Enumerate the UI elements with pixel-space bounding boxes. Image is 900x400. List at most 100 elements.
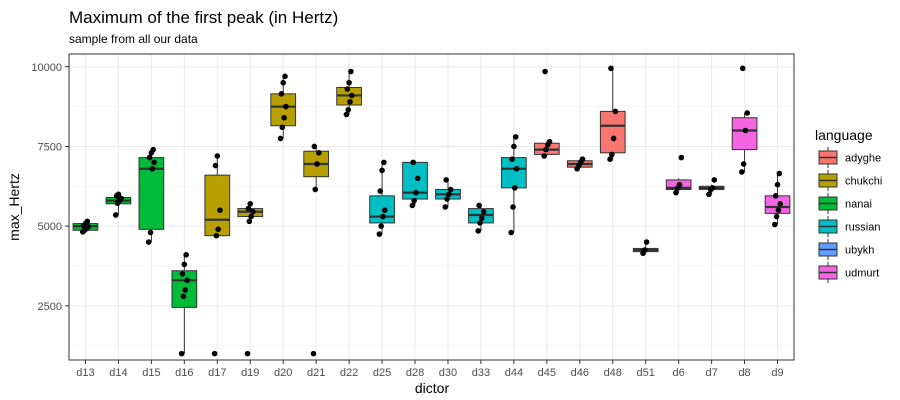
data-point — [642, 247, 648, 253]
x-tick-label: d20 — [274, 367, 292, 379]
x-axis-label: dictor — [415, 380, 450, 396]
grid-lines — [69, 54, 794, 360]
x-tick-label: d51 — [637, 367, 655, 379]
data-point — [773, 213, 780, 220]
x-tick-label: d33 — [472, 367, 490, 379]
x-tick-label: d44 — [505, 367, 523, 379]
x-tick-label: d30 — [439, 367, 457, 379]
chart-title: Maximum of the first peak (in Hertz) — [69, 8, 338, 27]
box-d21 — [303, 143, 330, 357]
data-point — [183, 252, 189, 258]
data-point — [213, 232, 220, 239]
data-point — [279, 124, 286, 131]
box-d19 — [237, 201, 264, 357]
data-point — [345, 106, 352, 113]
data-point — [150, 146, 156, 153]
data-point — [283, 103, 289, 110]
data-point — [115, 191, 122, 198]
data-point — [512, 134, 519, 140]
y-tick-label: 5000 — [38, 221, 62, 233]
x-tick-label: d19 — [241, 367, 259, 379]
data-point — [278, 91, 285, 97]
data-point — [147, 229, 154, 236]
box-d25 — [369, 159, 395, 237]
data-point — [182, 287, 189, 293]
data-point — [510, 204, 516, 210]
x-tick-label: d14 — [109, 367, 127, 379]
data-point — [709, 185, 716, 191]
data-point — [446, 191, 452, 198]
data-point — [145, 239, 152, 245]
data-point — [280, 79, 287, 86]
box-d8 — [731, 65, 758, 175]
box-d48 — [599, 65, 626, 162]
box-d9 — [764, 170, 791, 228]
x-tick-label: d8 — [738, 367, 750, 379]
x-tick-label: d46 — [571, 367, 589, 379]
data-point — [609, 151, 615, 158]
box-body — [204, 174, 231, 237]
data-point — [607, 156, 613, 162]
data-point — [513, 165, 520, 172]
data-point — [282, 73, 288, 80]
data-point — [742, 127, 749, 134]
data-point — [509, 156, 515, 162]
data-point — [380, 213, 386, 220]
x-tick-label: d9 — [771, 367, 783, 379]
data-point — [480, 208, 487, 215]
box-d15 — [138, 146, 165, 245]
legend-label: nanai — [845, 199, 872, 211]
data-point — [678, 154, 685, 161]
data-point — [348, 68, 354, 75]
data-point — [250, 208, 256, 215]
legend-item-ubykh: ubykh — [818, 239, 874, 260]
data-point — [310, 350, 317, 357]
data-point — [214, 153, 221, 159]
data-point — [541, 153, 547, 159]
x-tick-label: d13 — [76, 367, 94, 379]
data-point — [776, 170, 783, 177]
data-point — [180, 293, 187, 300]
data-point — [211, 350, 218, 357]
legend-label: russian — [845, 222, 880, 234]
data-point — [212, 162, 219, 169]
data-point — [377, 188, 384, 194]
data-point — [343, 111, 350, 118]
data-point — [673, 189, 679, 196]
box-d20 — [270, 73, 297, 142]
box-d17 — [204, 153, 231, 357]
panel-border — [68, 53, 795, 361]
data-point — [244, 350, 251, 357]
box-body — [599, 110, 626, 154]
panel-background — [69, 54, 794, 360]
y-tick-label: 2500 — [38, 301, 62, 313]
data-point — [311, 143, 318, 150]
chart-subtitle: sample from all our data — [69, 32, 198, 46]
data-point — [112, 212, 119, 218]
data-point — [179, 271, 186, 277]
x-tick-label: d7 — [705, 367, 717, 379]
y-tick-label: 10000 — [31, 62, 62, 74]
x-tick-label: d48 — [604, 367, 622, 379]
data-point — [376, 231, 383, 237]
box-d6 — [665, 154, 692, 196]
data-point — [643, 239, 650, 245]
legend-item-adyghe: adyghe — [818, 147, 881, 168]
data-point — [245, 205, 252, 212]
data-point — [316, 150, 322, 156]
data-point — [409, 202, 416, 209]
data-point — [476, 202, 482, 209]
data-point — [579, 156, 586, 162]
data-point — [381, 207, 388, 213]
x-tick-label: d16 — [175, 367, 193, 379]
data-point — [774, 181, 781, 188]
data-point — [610, 135, 617, 142]
data-point — [379, 167, 385, 174]
data-point — [151, 159, 157, 166]
legend-item-russian: russian — [818, 216, 880, 237]
box-d51 — [632, 239, 659, 257]
box-d22 — [336, 68, 362, 118]
data-point — [215, 226, 221, 233]
legend-label: udmurt — [845, 268, 879, 280]
